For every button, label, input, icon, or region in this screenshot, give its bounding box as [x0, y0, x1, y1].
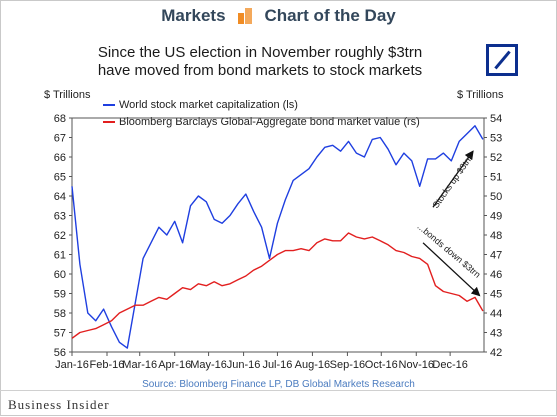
annotation-bonds-down: ...bonds down $3trn	[415, 221, 482, 279]
right-tick-label: 46	[490, 269, 502, 281]
left-axis-title: $ Trillions	[44, 89, 91, 101]
right-tick-label: 52	[490, 152, 502, 164]
x-tick-label: Dec-16	[432, 359, 467, 371]
left-tick-label: 68	[54, 113, 66, 125]
right-tick-label: 51	[490, 172, 502, 184]
left-tick-label: 62	[54, 230, 66, 242]
footer: Business Insider	[0, 390, 557, 417]
chart-headline: Since the US election in November roughl…	[60, 44, 460, 80]
left-tick-label: 56	[54, 347, 66, 359]
left-tick-label: 65	[54, 172, 66, 184]
right-tick-label: 47	[490, 250, 502, 262]
legend-label-stock: World stock market capitalization (ls)	[119, 99, 298, 111]
x-tick-label: May-16	[190, 359, 227, 371]
left-tick-label: 60	[54, 269, 66, 281]
x-tick-label: Jun-16	[227, 359, 261, 371]
arrow-bonds-down	[422, 242, 481, 297]
left-tick-label: 58	[54, 308, 66, 320]
series-line-stock	[71, 125, 484, 349]
x-tick-label: Oct-16	[365, 359, 398, 371]
right-tick-label: 49	[490, 211, 502, 223]
annotation-stocks-up: Stocks up $3trn	[430, 153, 474, 210]
source-note: Source: Bloomberg Finance LP, DB Global …	[142, 379, 415, 390]
series-line-bond	[71, 232, 484, 339]
left-tick-label: 59	[54, 289, 66, 301]
right-tick-label: 43	[490, 328, 502, 340]
x-tick-label: Feb-16	[90, 359, 125, 371]
x-tick-label: Aug-16	[295, 359, 330, 371]
left-tick-label: 57	[54, 328, 66, 340]
markets-bars-icon	[237, 8, 252, 24]
right-tick-label: 48	[490, 230, 502, 242]
left-tick-label: 66	[54, 152, 66, 164]
right-tick-label: 44	[490, 308, 502, 320]
headline-line-2: have moved from bond markets to stock ma…	[97, 62, 423, 79]
banner-markets: Markets	[161, 6, 226, 25]
right-tick-label: 53	[490, 133, 502, 145]
right-tick-label: 42	[490, 347, 502, 359]
right-tick-label: 54	[490, 113, 502, 125]
right-tick-label: 45	[490, 289, 502, 301]
legend-swatch-stock	[103, 104, 115, 107]
right-tick-label: 50	[490, 191, 502, 203]
legend-item-bond: Bloomberg Barclays Global-Aggregate bond…	[103, 116, 420, 128]
left-tick-label: 67	[54, 133, 66, 145]
x-tick-label: Nov-16	[399, 359, 434, 371]
plot-area	[71, 117, 485, 353]
deutsche-bank-logo-icon	[486, 44, 518, 76]
arrow-stocks-up	[432, 150, 474, 208]
banner: Markets Chart of the Day	[0, 6, 557, 32]
left-tick-label: 64	[54, 191, 66, 203]
legend-item-stock: World stock market capitalization (ls)	[103, 99, 298, 111]
x-tick-label: Mar-16	[122, 359, 157, 371]
headline-line-1: Since the US election in November roughl…	[97, 44, 423, 61]
legend-label-bond: Bloomberg Barclays Global-Aggregate bond…	[119, 116, 420, 128]
left-tick-label: 63	[54, 211, 66, 223]
business-insider-logo: Business Insider	[8, 397, 110, 412]
banner-chart-of-the-day: Chart of the Day	[264, 6, 396, 25]
legend-swatch-bond	[103, 121, 115, 124]
x-tick-label: Sep-16	[330, 359, 365, 371]
x-tick-label: Apr-16	[158, 359, 191, 371]
x-tick-label: Jan-16	[55, 359, 89, 371]
left-tick-label: 61	[54, 250, 66, 262]
x-tick-label: Jul-16	[262, 359, 292, 371]
right-axis-title: $ Trillions	[457, 89, 504, 101]
